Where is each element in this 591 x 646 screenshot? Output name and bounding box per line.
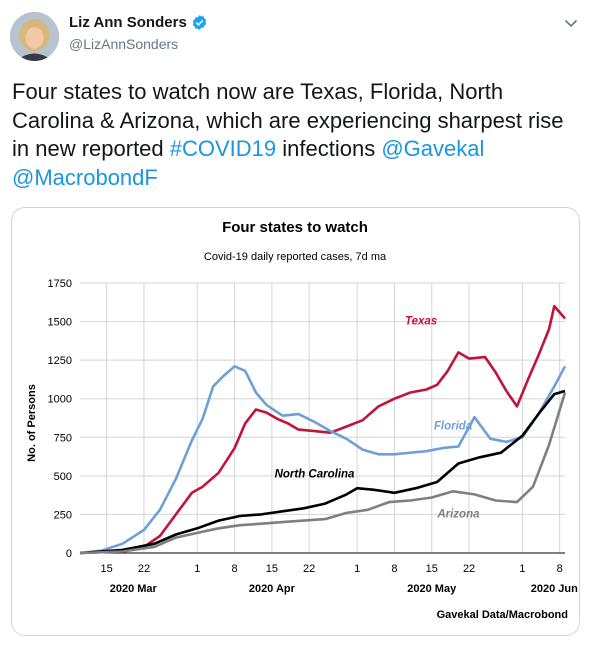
x-tick-label: 1 [194, 563, 200, 575]
x-tick-label: 22 [303, 563, 315, 575]
tweet-text-segment: infections [276, 136, 382, 161]
series-label: Arizona [436, 509, 480, 521]
series-line-texas [79, 304, 566, 555]
author-row: Liz Ann Sonders [69, 14, 208, 31]
y-tick-label: 250 [54, 509, 72, 521]
chart-subtitle: Covid-19 daily reported cases, 7d ma [204, 251, 387, 263]
chart: Four states to watch Covid-19 daily repo… [26, 219, 578, 621]
author-handle[interactable]: @LizAnnSonders [69, 36, 179, 52]
mention-link-macrobond[interactable]: @MacrobondF [12, 164, 158, 190]
x-tick-label: 8 [231, 563, 237, 575]
y-tick-label: 1250 [48, 355, 72, 367]
series-label: Texas [405, 316, 437, 328]
mention-link-gavekal[interactable]: @Gavekal [381, 136, 485, 161]
y-tick-label: 750 [54, 432, 72, 444]
x-tick-label: 15 [426, 563, 438, 575]
avatar[interactable] [10, 12, 59, 61]
series-label: Florida [434, 421, 473, 433]
x-month-label: 2020 Mar [110, 583, 158, 595]
avatar-image [10, 12, 59, 61]
chart-title: Four states to watch [222, 219, 368, 236]
x-tick-label: 1 [354, 563, 360, 575]
series-label: North Carolina [275, 468, 355, 480]
media-card[interactable]: Four states to watch Covid-19 daily repo… [11, 207, 580, 636]
x-tick-label: 15 [101, 563, 113, 575]
y-tick-label: 1000 [48, 394, 72, 406]
hashtag-link[interactable]: #COVID19 [169, 136, 277, 161]
x-month-label: 2020 Apr [249, 583, 296, 595]
series-line-north-carolina [79, 389, 566, 555]
verified-badge-icon [192, 15, 206, 30]
chevron-down-icon[interactable] [562, 14, 580, 32]
tweet-text: Four states to watch now are Texas, Flor… [12, 78, 572, 192]
chart-source: Gavekal Data/Macrobond [437, 609, 568, 621]
x-tick-label: 15 [266, 563, 278, 575]
x-tick-label: 22 [138, 563, 150, 575]
x-tick-label: 1 [519, 563, 525, 575]
y-tick-label: 500 [54, 471, 72, 483]
series-line-florida [79, 365, 567, 555]
y-axis-label: No. of Persons [26, 384, 38, 462]
y-tick-label: 0 [66, 548, 72, 560]
x-tick-label: 8 [557, 563, 563, 575]
tweet-text-segment: Four states to watch now are Texas, Flor… [12, 79, 564, 161]
y-tick-label: 1750 [48, 278, 72, 290]
author-name[interactable]: Liz Ann Sonders [69, 14, 187, 31]
x-month-label: 2020 May [407, 583, 457, 595]
x-month-label: 2020 Jun [531, 583, 578, 595]
x-tick-label: 22 [463, 563, 475, 575]
x-tick-label: 8 [391, 563, 397, 575]
series-line-arizona [79, 392, 567, 555]
y-tick-label: 1500 [48, 317, 72, 329]
